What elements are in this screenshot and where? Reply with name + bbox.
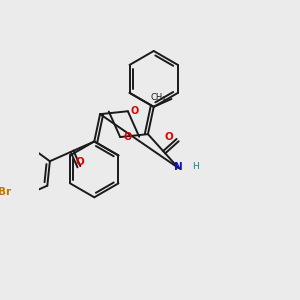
Text: H: H: [193, 162, 199, 171]
Text: Br: Br: [0, 187, 12, 197]
Text: O: O: [165, 132, 173, 142]
Text: O: O: [76, 157, 85, 167]
Text: O: O: [123, 132, 131, 142]
Text: CH₃: CH₃: [150, 93, 166, 102]
Text: O: O: [131, 106, 139, 116]
Text: N: N: [174, 162, 183, 172]
